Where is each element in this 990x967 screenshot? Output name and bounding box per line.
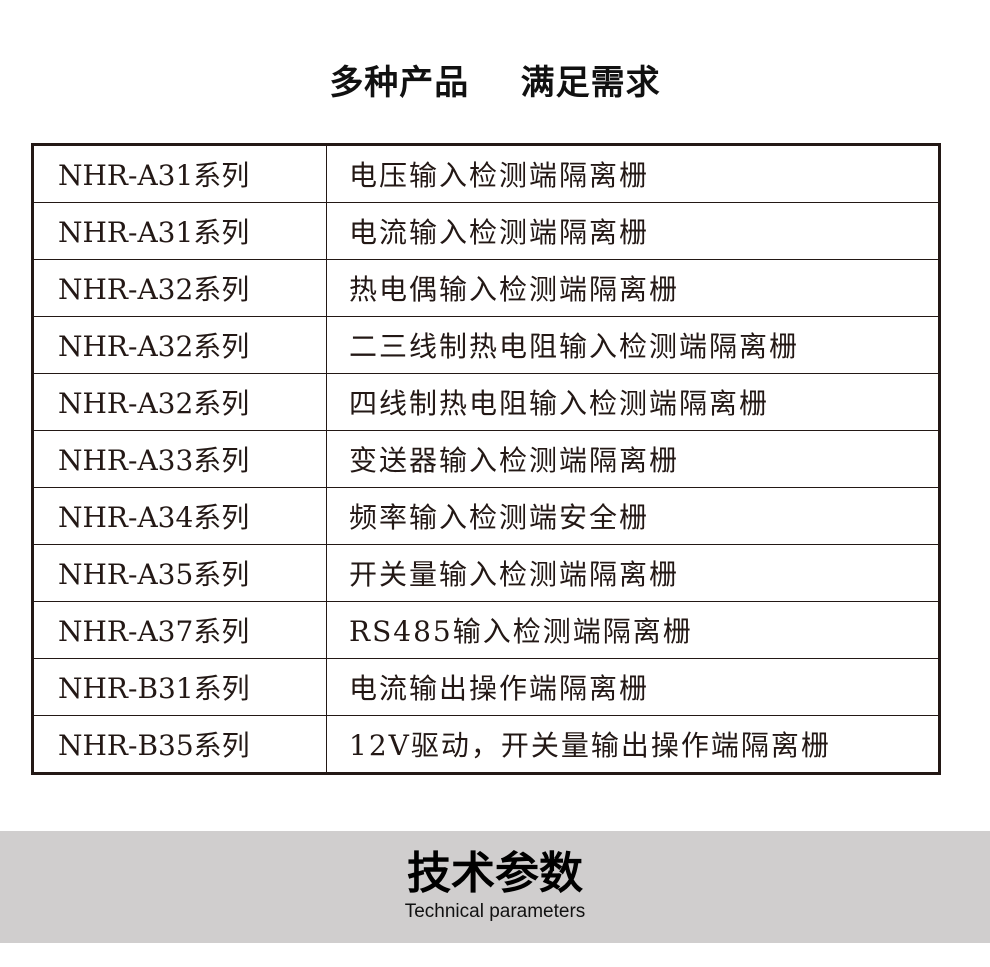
description-cell: 二三线制热电阻输入检测端隔离栅 bbox=[326, 316, 940, 374]
section-title: 技术参数 bbox=[407, 848, 583, 899]
table-row: NHR-A32系列 热电偶输入检测端隔离栅 bbox=[32, 259, 940, 317]
description-cell: 开关量输入检测端隔离栅 bbox=[326, 544, 940, 602]
series-cell: NHR-A32系列 bbox=[32, 316, 327, 374]
description-cell: 热电偶输入检测端隔离栅 bbox=[326, 259, 940, 317]
series-cell: NHR-A37系列 bbox=[32, 601, 327, 659]
description-cell: 12V驱动，开关量输出操作端隔离栅 bbox=[326, 715, 940, 774]
series-cell: NHR-A35系列 bbox=[32, 544, 327, 602]
description-cell: 四线制热电阻输入检测端隔离栅 bbox=[326, 373, 940, 431]
series-cell: NHR-B35系列 bbox=[32, 715, 327, 774]
description-cell: 电压输入检测端隔离栅 bbox=[326, 144, 940, 203]
page-title: 多种产品 满足需求 bbox=[329, 63, 661, 103]
table-row: NHR-A31系列 电流输入检测端隔离栅 bbox=[32, 202, 940, 260]
table-row: NHR-A37系列 RS485输入检测端隔离栅 bbox=[32, 601, 940, 659]
series-cell: NHR-A31系列 bbox=[32, 202, 327, 260]
description-cell: RS485输入检测端隔离栅 bbox=[326, 601, 940, 659]
series-cell: NHR-B31系列 bbox=[32, 658, 327, 716]
section-subtitle: Technical parameters bbox=[404, 901, 586, 922]
product-table: NHR-A31系列 电压输入检测端隔离栅 NHR-A31系列 电流输入检测端隔离栅 NH… bbox=[31, 143, 941, 775]
series-cell: NHR-A34系列 bbox=[32, 487, 327, 545]
description-cell: 变送器输入检测端隔离栅 bbox=[326, 430, 940, 488]
series-cell: NHR-A31系列 bbox=[32, 144, 327, 203]
description-cell: 电流输入检测端隔离栅 bbox=[326, 202, 940, 260]
table-row: NHR-B31系列 电流输出操作端隔离栅 bbox=[32, 658, 940, 716]
section-header: 技术参数 Technical parameters bbox=[0, 831, 990, 943]
table-row: NHR-A34系列 频率输入检测端安全栅 bbox=[32, 487, 940, 545]
table-row: NHR-A31系列 电压输入检测端隔离栅 bbox=[32, 144, 940, 203]
table-row: NHR-A33系列 变送器输入检测端隔离栅 bbox=[32, 430, 940, 488]
table-row: NHR-A32系列 四线制热电阻输入检测端隔离栅 bbox=[32, 373, 940, 431]
series-cell: NHR-A32系列 bbox=[32, 259, 327, 317]
description-cell: 频率输入检测端安全栅 bbox=[326, 487, 940, 545]
series-cell: NHR-A32系列 bbox=[32, 373, 327, 431]
description-cell: 电流输出操作端隔离栅 bbox=[326, 658, 940, 716]
table-row: NHR-A35系列 开关量输入检测端隔离栅 bbox=[32, 544, 940, 602]
table-row: NHR-A32系列 二三线制热电阻输入检测端隔离栅 bbox=[32, 316, 940, 374]
table-row: NHR-B35系列 12V驱动，开关量输出操作端隔离栅 bbox=[32, 715, 940, 774]
series-cell: NHR-A33系列 bbox=[32, 430, 327, 488]
